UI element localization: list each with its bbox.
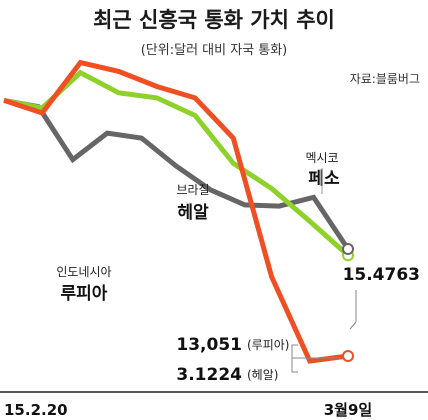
brazil-end-unit: (헤알): [247, 368, 278, 382]
chart-title: 최근 신흥국 통화 가치 추이: [93, 8, 335, 32]
brazil-end-value: 3.1224: [176, 365, 242, 385]
indonesia-series-line: [3, 97, 351, 251]
source-note: 자료:블룸버그: [350, 72, 420, 86]
indonesia-end-marker: [342, 243, 354, 255]
mexico-label-country: 멕시코: [305, 151, 338, 165]
mexico-end-value: 15.4763: [343, 265, 420, 285]
mexico-label-currency: 페소: [308, 169, 340, 189]
chart-subtitle: (단위:달러 대비 자국 통화): [141, 43, 288, 58]
indonesia-end-unit: (루피아): [247, 338, 289, 352]
mexico-value-leader-tip: [349, 321, 357, 330]
brazil-label-country: 브라질: [176, 183, 209, 197]
brazil-label-currency: 헤알: [177, 203, 209, 223]
indonesia-label-country: 인도네시아: [56, 265, 111, 279]
indonesia-label-currency: 루피아: [61, 284, 108, 304]
mexico-end-marker: [342, 350, 354, 362]
x-tick-end: 3월9일: [324, 401, 372, 419]
mexico-series-line: [3, 59, 349, 364]
x-tick-start: 15.2.20: [4, 401, 68, 419]
indonesia-end-value: 13,051: [176, 335, 242, 355]
series-lines: [3, 59, 354, 364]
